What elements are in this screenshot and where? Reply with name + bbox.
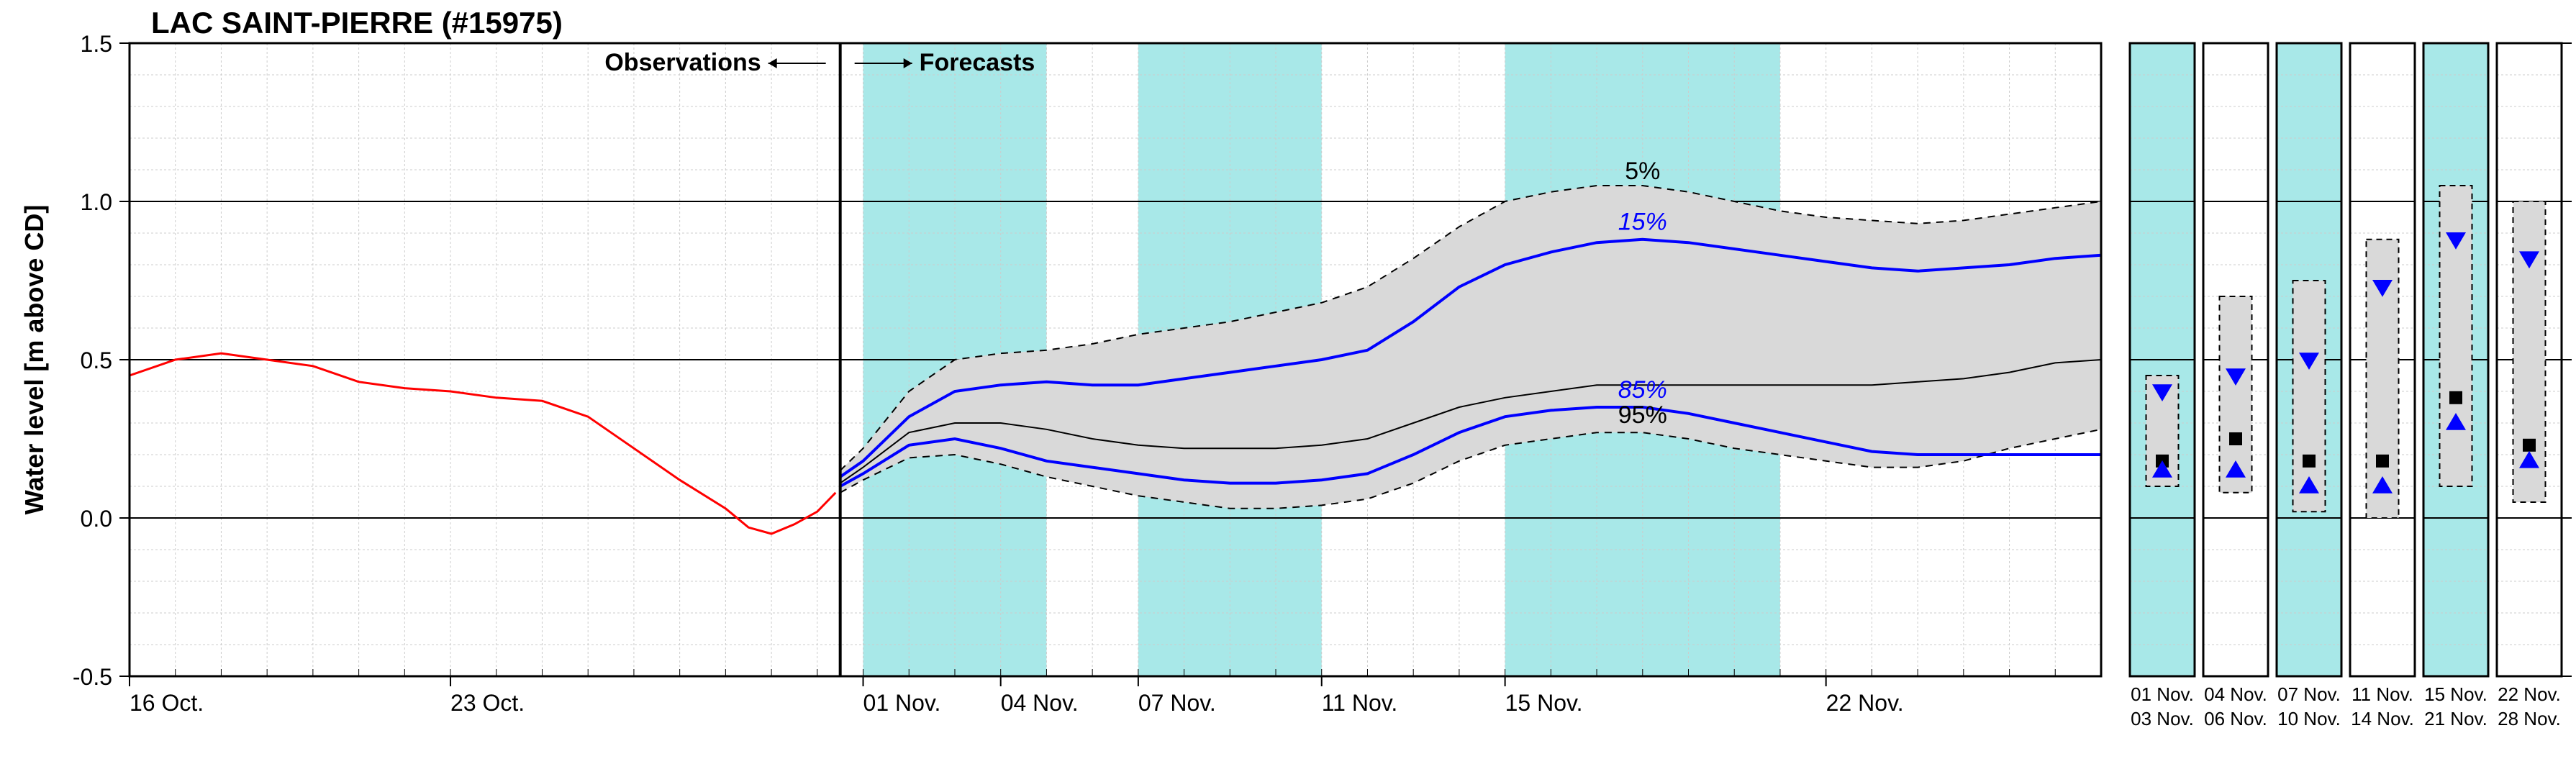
weekly-label-bot: 03 Nov.	[2131, 708, 2194, 729]
xtick-label: 01 Nov.	[863, 690, 941, 716]
chart-title: LAC SAINT-PIERRE (#15975)	[151, 6, 563, 40]
weekly-median-marker	[2303, 455, 2316, 468]
xtick-label: 15 Nov.	[1505, 690, 1583, 716]
label-p85: 85%	[1618, 376, 1667, 404]
xtick-label: 07 Nov.	[1138, 690, 1216, 716]
xtick-label: 22 Nov.	[1826, 690, 1904, 716]
water-level-chart: 5% 15% 85%95% Observations Forecasts 16 Oct. 2…	[0, 0, 2576, 764]
xtick-label: 16 Oct.	[130, 690, 204, 716]
xtick-label: 11 Nov.	[1322, 690, 1398, 716]
label-p15: 15%	[1618, 209, 1667, 236]
weekly-label-top: 15 Nov.	[2424, 683, 2487, 705]
weekly-label-bot: 14 Nov.	[2351, 708, 2414, 729]
ytick-label: 1.0	[81, 189, 112, 215]
ytick-label: 0.5	[81, 347, 112, 373]
y-axis-label: Water level [m above CD]	[19, 205, 49, 515]
chart-svg: 5% 15% 85%95% Observations Forecasts 16 Oct. 2…	[0, 0, 2576, 764]
weekly-label-bot: 10 Nov.	[2277, 708, 2341, 729]
label-p95: 95%	[1618, 401, 1667, 429]
ytick-label: 0.0	[81, 506, 112, 532]
label-forecasts: Forecasts	[920, 49, 1035, 76]
weekly-median-marker	[2229, 432, 2242, 445]
label-p5: 5%	[1625, 158, 1660, 185]
weekly-median-marker	[2449, 391, 2462, 404]
weekly-label-top: 07 Nov.	[2277, 683, 2341, 705]
weekly-median-marker	[2376, 455, 2389, 468]
weekly-box	[2440, 186, 2472, 486]
weekly-median-marker	[2523, 439, 2536, 452]
weekly-label-bot: 06 Nov.	[2204, 708, 2267, 729]
weekly-label-top: 04 Nov.	[2204, 683, 2267, 705]
ytick-label: -0.5	[73, 664, 112, 690]
xtick-label: 23 Oct.	[450, 690, 525, 716]
weekly-label-bot: 21 Nov.	[2424, 708, 2487, 729]
weekly-label-top: 22 Nov.	[2498, 683, 2561, 705]
weekly-label-top: 11 Nov.	[2351, 683, 2413, 705]
weekly-label-top: 01 Nov.	[2131, 683, 2194, 705]
xtick-label: 04 Nov.	[1001, 690, 1079, 716]
weekly-label-bot: 28 Nov.	[2498, 708, 2561, 729]
label-observations: Observations	[604, 49, 761, 76]
ytick-label: 1.5	[81, 31, 112, 57]
